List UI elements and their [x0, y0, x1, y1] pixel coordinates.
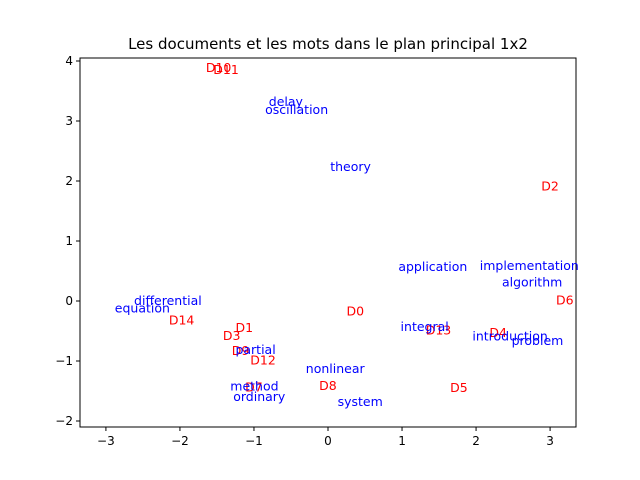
word-label: method: [230, 378, 278, 393]
x-tick-label: 2: [472, 434, 480, 448]
document-label: D0: [347, 303, 365, 318]
word-label: integral: [401, 319, 449, 334]
word-label: problem: [512, 333, 564, 348]
word-label: theory: [330, 159, 371, 174]
word-label: introduction: [472, 329, 547, 344]
document-label: D11: [213, 62, 239, 77]
document-label: D10: [206, 60, 232, 75]
y-tick-label: 2: [65, 174, 73, 188]
x-axis: −3 −2 −1 0 1 2 3: [97, 427, 554, 448]
document-label: D14: [169, 312, 195, 327]
word-label: delay: [269, 94, 304, 109]
document-label: D7: [245, 380, 263, 395]
document-label: D2: [541, 179, 559, 194]
chart-title: Les documents et les mots dans le plan p…: [128, 35, 528, 53]
word-label: system: [338, 394, 383, 409]
x-tick-label: −2: [171, 434, 189, 448]
word-label: algorithm: [502, 275, 562, 290]
document-label: D3: [223, 328, 241, 343]
document-label: D6: [556, 293, 574, 308]
y-tick-label: 0: [65, 294, 73, 308]
word-label: partial: [235, 342, 275, 357]
document-label: D1: [235, 320, 253, 335]
word-label: application: [398, 259, 467, 274]
document-label: D9: [232, 343, 250, 358]
word-label: implementation: [480, 258, 579, 273]
document-label: D8: [319, 378, 337, 393]
x-tick-label: −3: [97, 434, 115, 448]
y-tick-label: −2: [55, 414, 73, 428]
word-label: ordinary: [233, 389, 286, 404]
y-tick-label: 4: [65, 54, 73, 68]
x-tick-label: 0: [324, 434, 332, 448]
document-label: D4: [489, 325, 507, 340]
y-tick-label: 3: [65, 114, 73, 128]
x-tick-label: 1: [398, 434, 406, 448]
y-tick-label: 1: [65, 234, 73, 248]
word-label: differential: [134, 293, 202, 308]
x-tick-label: −1: [245, 434, 263, 448]
word-label: equation: [115, 300, 170, 315]
document-label: D5: [450, 380, 468, 395]
y-axis: −2 −1 0 1 2 3 4: [55, 54, 80, 428]
document-label: D12: [250, 353, 276, 368]
word-label: nonlinear: [306, 361, 366, 376]
x-tick-label: 3: [546, 434, 554, 448]
y-tick-label: −1: [55, 354, 73, 368]
word-label: oscillation: [265, 102, 328, 117]
document-label: D13: [426, 323, 452, 338]
